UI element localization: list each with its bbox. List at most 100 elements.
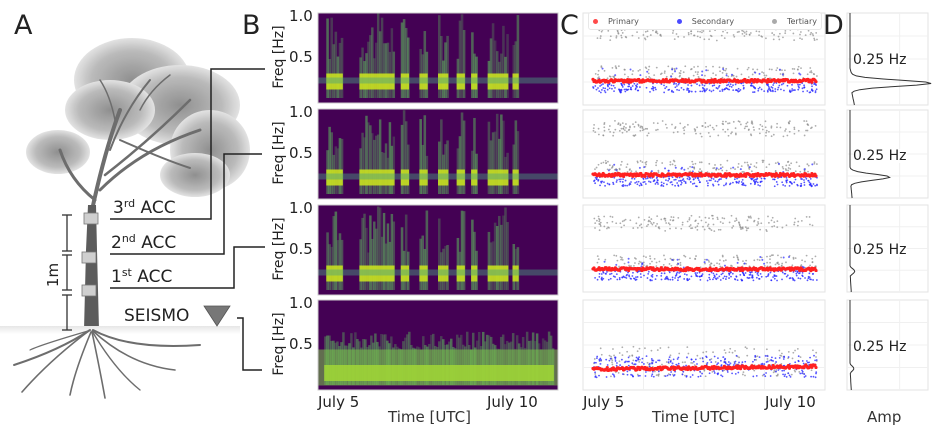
point-tertiary [730,214,733,217]
point-secondary [728,272,731,275]
point-secondary [707,182,709,185]
point-tertiary [781,226,784,229]
point-tertiary [776,122,779,125]
point-tertiary [630,264,632,267]
point-tertiary [705,350,708,353]
point-secondary [696,363,698,365]
point-secondary [630,277,633,280]
point-secondary [660,272,663,275]
point-secondary [607,278,610,281]
b-ytick: 1.0 [289,199,313,217]
point-tertiary [664,229,667,232]
point-secondary [706,279,709,282]
point-tertiary [743,127,746,130]
spectrogram-active-window [400,110,410,194]
point-secondary [675,363,678,366]
point-tertiary [612,131,615,134]
point-tertiary [701,125,704,127]
point-tertiary [720,34,723,37]
point-secondary [734,83,737,86]
spectrogram-dominant-band [487,73,509,90]
point-secondary [720,374,722,377]
point-secondary [612,84,615,87]
point-secondary [635,84,637,87]
point-tertiary [624,35,627,38]
point-secondary [648,365,651,368]
point-secondary [807,277,810,280]
point-secondary [709,278,711,281]
point-secondary [674,86,677,89]
sensor-1st-acc [81,284,97,297]
point-secondary [736,279,739,281]
point-tertiary [750,170,753,173]
point-tertiary [747,227,750,230]
point-secondary [638,184,641,187]
point-tertiary [654,225,657,227]
point-tertiary [704,258,706,261]
point-tertiary [744,125,747,128]
point-secondary [618,277,621,279]
point-secondary [792,279,795,281]
point-tertiary [642,255,645,258]
point-secondary [616,278,619,281]
point-secondary [726,371,729,373]
point-tertiary [752,68,754,71]
point-secondary [643,180,646,183]
point-secondary [741,361,744,364]
point-tertiary [646,134,649,137]
point-secondary [784,373,787,376]
point-tertiary [658,260,661,263]
point-tertiary [639,160,642,162]
point-tertiary [647,72,650,75]
point-tertiary [724,120,727,123]
point-secondary [713,275,716,278]
point-tertiary [724,259,727,262]
point-tertiary [769,255,772,258]
point-secondary [654,183,657,185]
point-tertiary [671,32,674,34]
point-secondary [606,182,609,185]
point-secondary [763,373,765,376]
point-secondary [645,86,648,89]
point-tertiary [741,170,744,173]
point-secondary [668,271,671,274]
point-secondary [685,273,688,276]
point-tertiary [788,122,790,124]
point-secondary [801,369,803,372]
point-secondary [678,176,681,179]
b-ytick: 0.5 [289,335,313,353]
point-secondary [655,177,658,180]
point-tertiary [763,74,766,77]
point-secondary [644,183,647,185]
point-secondary [741,183,744,186]
point-secondary [648,180,650,183]
point-secondary [662,182,665,185]
point-tertiary [777,263,780,266]
b-ytick: 0.5 [289,144,313,162]
point-secondary [791,277,794,279]
point-tertiary [759,228,762,231]
point-secondary [778,356,781,359]
point-tertiary [812,34,815,37]
point-secondary [715,87,718,89]
point-tertiary [620,36,623,39]
point-secondary [683,180,686,183]
point-tertiary [806,163,809,166]
point-tertiary [766,255,768,258]
point-secondary [752,91,754,94]
point-tertiary [672,219,675,222]
point-tertiary [665,361,668,363]
point-tertiary [768,130,770,133]
point-tertiary [746,161,749,164]
spectrogram-dominant-band [456,169,465,186]
point-tertiary [770,219,773,222]
seismometer-icon [203,305,231,327]
point-secondary [636,89,639,92]
point-tertiary [753,165,756,168]
point-secondary [656,179,659,182]
point-secondary [708,372,711,375]
point-tertiary [615,35,618,37]
point-tertiary [609,35,612,38]
point-secondary [774,88,777,90]
point-tertiary [708,38,710,41]
